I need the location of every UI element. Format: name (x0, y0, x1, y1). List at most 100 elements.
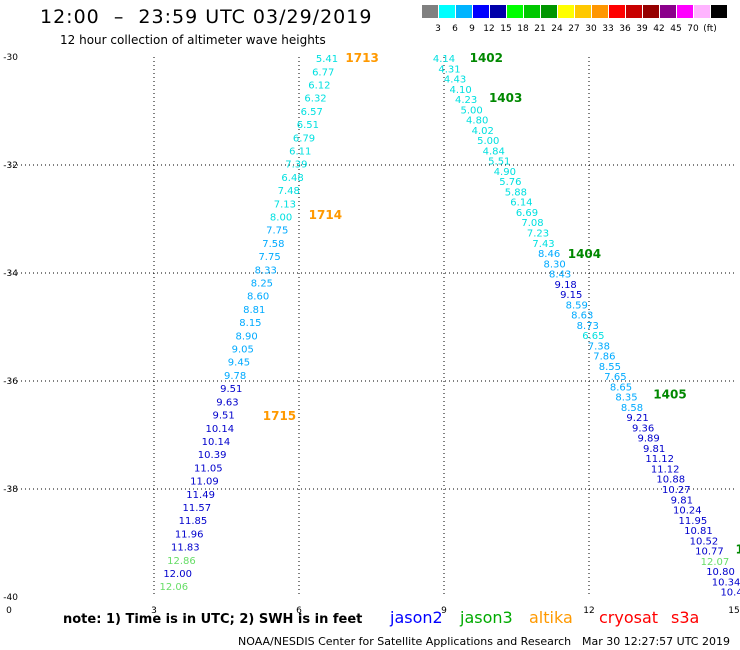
wave-height-point: 11.12 (651, 464, 680, 475)
legend-swatch (592, 5, 608, 18)
timestamp-text: Mar 30 12:27:57 UTC 2019 (582, 635, 730, 648)
legend-level-label: 12 (483, 24, 495, 34)
wave-height-point: 6.11 (289, 147, 311, 158)
wave-height-point: 9.51 (212, 411, 234, 422)
wave-height-point: 5.51 (488, 157, 510, 168)
legend-swatch (558, 5, 574, 18)
legend-level-label: 27 (568, 24, 580, 34)
wave-height-point: 10.52 (690, 536, 719, 547)
legend-swatch (422, 5, 438, 18)
track-pass-label: 1403 (489, 91, 522, 105)
wave-height-point: 10.14 (205, 424, 234, 435)
y-tick-label: -40 (3, 593, 18, 603)
wave-height-point: 6.57 (301, 107, 323, 118)
legend-swatch (541, 5, 557, 18)
wave-height-point: 8.90 (235, 331, 257, 342)
wave-height-point: 7.75 (258, 252, 280, 263)
page-subtitle: 12 hour collection of altimeter wave hei… (60, 33, 326, 47)
wave-height-point: 6.77 (312, 67, 334, 78)
wave-height-point: 11.49 (186, 490, 215, 501)
wave-height-point: 12.86 (167, 556, 196, 567)
wave-height-point: 4.84 (483, 146, 505, 157)
wave-height-point: 10.34 (712, 577, 740, 588)
wave-height-point: 11.83 (171, 543, 200, 554)
legend-swatch (456, 5, 472, 18)
wave-height-point: 5.88 (505, 187, 527, 198)
wave-height-point: 6.12 (308, 80, 330, 91)
wave-height-point: 8.15 (239, 318, 261, 329)
legend-level-label: 30 (585, 24, 597, 34)
wave-height-point: 10.81 (684, 526, 713, 537)
legend-level-label: 24 (551, 24, 563, 34)
wave-height-point: 5.00 (477, 136, 499, 147)
wave-height-point: 9.81 (671, 495, 693, 506)
legend-level-label: 6 (452, 24, 458, 34)
wave-height-point: 12.07 (701, 557, 730, 568)
legend-swatch (490, 5, 506, 18)
wave-height-point: 6.69 (516, 208, 538, 219)
page-title: 12:00 – 23:59 UTC 03/29/2019 (40, 6, 373, 28)
x-tick-label: 6 (296, 606, 302, 616)
y-tick-label: -30 (3, 53, 18, 63)
track-pass-label: 1714 (309, 208, 342, 222)
wave-height-point: 11.96 (175, 529, 204, 540)
track-pass-label: 1715 (263, 409, 296, 423)
wave-height-point: 10.14 (202, 437, 231, 448)
wave-height-point: 9.63 (216, 397, 238, 408)
wave-height-point: 8.00 (270, 213, 292, 224)
legend-level-label: 21 (534, 24, 546, 34)
x-tick-label: 3 (151, 606, 157, 616)
wave-height-point: 5.76 (499, 177, 521, 188)
y-tick-label: -36 (3, 377, 18, 387)
wave-height-point: 4.31 (438, 64, 460, 75)
legend-swatch (660, 5, 676, 18)
x-tick-label: 0 (6, 606, 12, 616)
wave-height-point: 10.4 (720, 588, 740, 599)
wave-height-point: 7.75 (266, 226, 288, 237)
wave-height-point: 4.80 (466, 116, 488, 127)
y-tick-label: -32 (3, 161, 18, 171)
wave-height-point: 12.00 (163, 569, 192, 580)
legend-level-label: 9 (469, 24, 475, 34)
wave-height-point: 7.43 (532, 239, 554, 250)
track-pass-label: 1405 (653, 388, 686, 402)
legend-level-label: 33 (602, 24, 614, 34)
wave-height-point: 8.65 (610, 382, 632, 393)
wave-height-point: 11.05 (194, 463, 223, 474)
wave-height-point: 6.79 (293, 133, 315, 144)
legend-swatch (473, 5, 489, 18)
wave-height-point: 8.58 (621, 403, 643, 414)
legend-swatch (643, 5, 659, 18)
y-tick-label: -38 (3, 485, 18, 495)
wave-height-point: 8.43 (549, 270, 571, 281)
wave-height-point: 4.90 (494, 167, 516, 178)
wave-height-point: 8.60 (247, 292, 269, 303)
wave-height-point: 8.59 (566, 300, 588, 311)
x-tick-label: 9 (441, 606, 447, 616)
wave-height-point: 11.85 (179, 516, 208, 527)
wave-height-point: 6.48 (281, 173, 303, 184)
track-pass-label: 1402 (470, 51, 503, 65)
legend-level-label: 42 (653, 24, 665, 34)
legend-level-label: 70 (687, 24, 699, 34)
wave-height-point: 10.77 (695, 547, 724, 558)
wave-height-point: 9.21 (626, 413, 648, 424)
wave-height-point: 4.10 (449, 85, 471, 96)
track-pass-label: 14 (735, 542, 740, 556)
legend-swatch (694, 5, 710, 18)
wave-height-point: 8.25 (251, 279, 273, 290)
y-tick-label: -34 (3, 269, 18, 279)
wave-height-point: 9.15 (560, 290, 582, 301)
wave-height-point: 8.33 (255, 265, 277, 276)
sat-label-altika: altika (529, 608, 573, 627)
wave-height-point: 4.02 (472, 126, 494, 137)
legend-swatch (507, 5, 523, 18)
wave-height-point: 7.39 (285, 160, 307, 171)
wave-height-point: 11.57 (182, 503, 211, 514)
legend-swatch (711, 5, 727, 18)
legend-level-label: 18 (517, 24, 529, 34)
wave-height-point: 8.73 (577, 321, 599, 332)
wave-height-point: 10.24 (673, 506, 702, 517)
legend-level-label: 15 (500, 24, 512, 34)
